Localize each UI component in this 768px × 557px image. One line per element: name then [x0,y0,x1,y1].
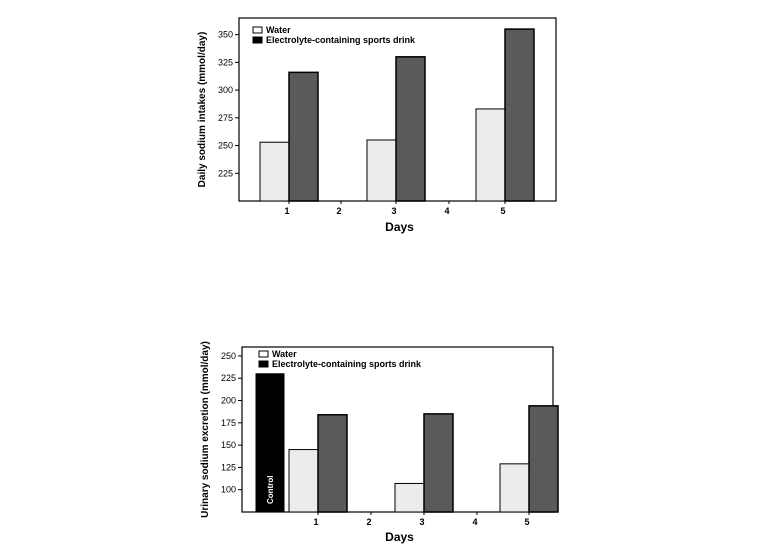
bar-sports-drink [504,28,535,202]
bar-water [394,482,425,513]
x-tick-label: 3 [391,206,396,216]
y-tick-label: 300 [218,85,233,95]
y-tick-label: 175 [221,418,236,428]
bar-water [366,139,397,202]
control-bar-label: Control [266,476,275,504]
x-axis-label: Days [385,530,414,544]
bar-water [475,108,506,202]
y-tick-label: 125 [221,462,236,472]
y-tick-label: 200 [221,396,236,406]
legend-swatch [252,26,263,34]
y-tick-label: 350 [218,30,233,40]
legend-label: Electrolyte-containing sports drink [266,35,416,45]
control-bar [255,373,285,513]
y-tick-label: 275 [218,113,233,123]
x-tick-label: 2 [336,206,341,216]
bar-sports-drink [288,71,319,202]
y-tick-label: 325 [218,57,233,67]
x-tick-label: 2 [366,517,371,527]
bar-water [499,463,530,513]
x-tick-label: 3 [419,517,424,527]
legend-label: Water [272,349,297,359]
x-tick-label: 5 [524,517,529,527]
y-tick-label: 100 [221,485,236,495]
y-tick-label: 250 [221,351,236,361]
bar-sports-drink [317,414,348,513]
legend-swatch [258,360,269,368]
y-axis-label: Urinary sodium excretion (mmol/day) [200,341,211,518]
y-tick-label: 250 [218,141,233,151]
bar-sports-drink [395,56,426,202]
chart-2: 100 125 150 175 200 225 250 Control 1 2 3 4 5 WaterEl… [200,341,559,544]
x-tick-label: 1 [313,517,318,527]
y-tick-label: 225 [218,168,233,178]
x-axis-label: Days [385,220,414,234]
bar-sports-drink [423,413,454,513]
y-axis-label: Daily sodium intakes (mmol/day) [197,32,208,188]
y-tick-label: 150 [221,440,236,450]
bar-water [259,141,290,202]
x-tick-label: 5 [500,206,505,216]
bar-water [288,449,319,513]
legend-swatch [258,350,269,358]
chart-1: 225 250 275 300 325 350 1 2 3 4 5 WaterElectrolyte-… [197,17,557,234]
bar-sports-drink [528,405,559,513]
legend-label: Electrolyte-containing sports drink [272,359,422,369]
legend-swatch [252,36,263,44]
x-tick-label: 1 [284,206,289,216]
y-tick-label: 225 [221,373,236,383]
x-tick-label: 4 [444,206,449,216]
x-tick-label: 4 [472,517,477,527]
legend-label: Water [266,25,291,35]
